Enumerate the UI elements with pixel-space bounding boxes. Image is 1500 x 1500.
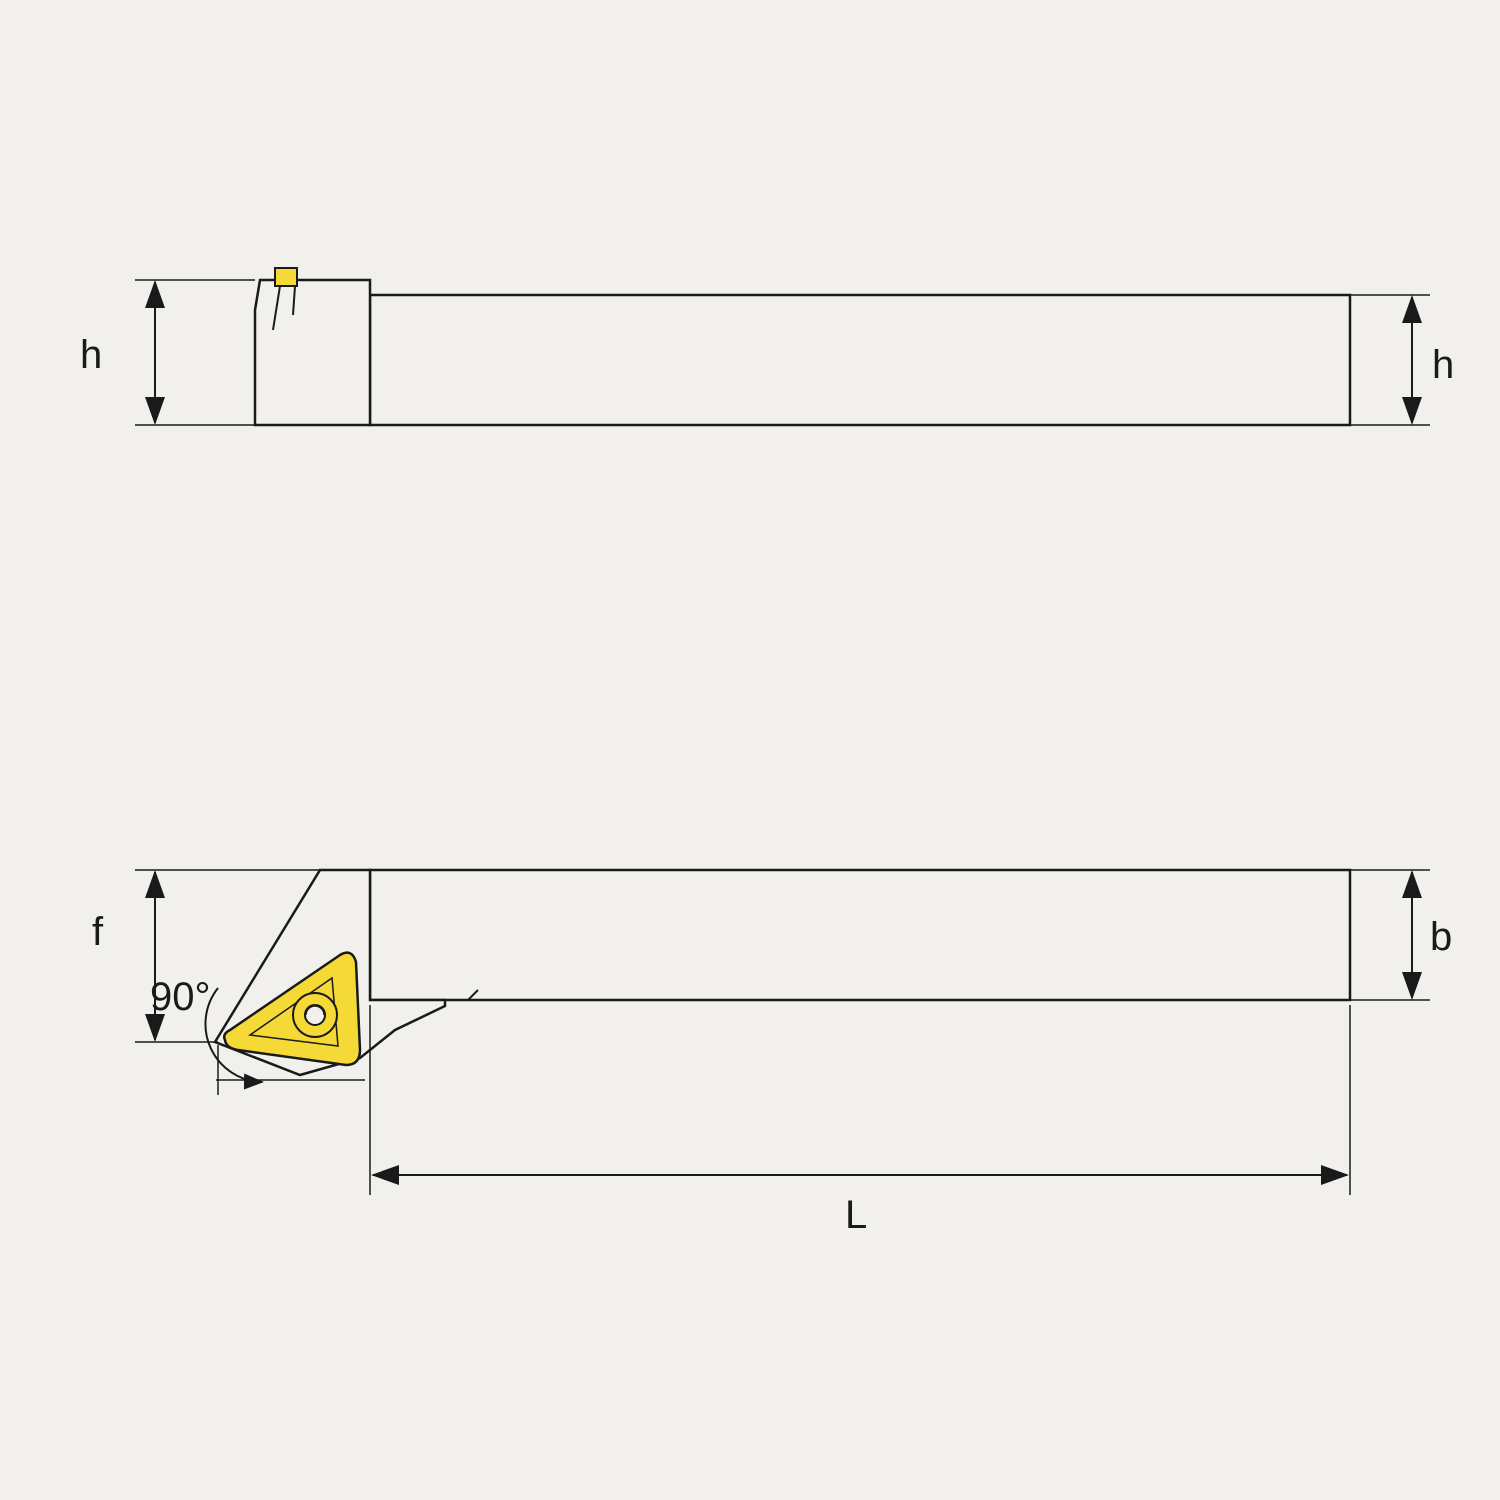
label-L: L <box>845 1193 867 1237</box>
bottom-view: f 90° b L <box>92 870 1452 1237</box>
dim-h-left: h <box>80 280 255 425</box>
top-view: h h <box>80 268 1454 425</box>
label-b: b <box>1430 915 1452 959</box>
dim-L: L <box>370 1005 1350 1237</box>
head-top <box>255 280 370 425</box>
label-f: f <box>92 910 104 954</box>
shank-body-top <box>370 295 1350 425</box>
label-h-right: h <box>1432 343 1454 387</box>
technical-drawing: h h f <box>0 0 1500 1500</box>
shank-body-bottom <box>370 870 1350 1000</box>
dim-h-right: h <box>1350 295 1454 425</box>
label-h-left: h <box>80 333 102 377</box>
dim-b: b <box>1350 870 1452 1000</box>
label-angle: 90° <box>150 975 211 1019</box>
